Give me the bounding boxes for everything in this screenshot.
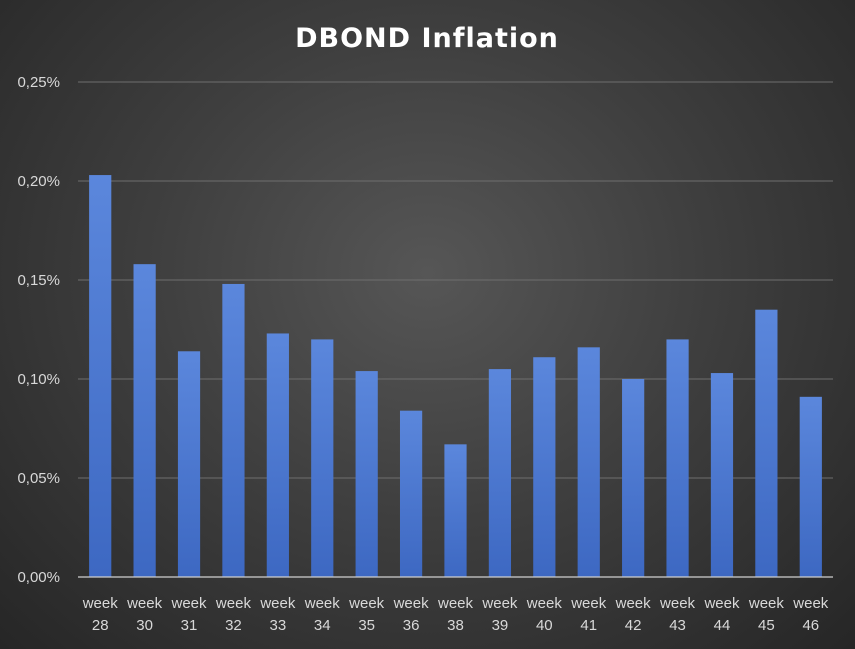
y-tick-label: 0,15% — [17, 272, 60, 289]
x-tick-label: week 44 — [703, 595, 740, 634]
y-tick-label: 0,10% — [17, 371, 60, 388]
x-tick-label: week 45 — [748, 595, 785, 634]
x-tick-label: week 28 — [82, 595, 119, 634]
chart-title: DBOND Inflation — [295, 23, 559, 54]
x-tick-label: week 36 — [393, 595, 430, 634]
y-tick-label: 0,20% — [17, 173, 60, 190]
x-tick-label: week 46 — [792, 595, 829, 634]
x-tick-label: week 41 — [570, 595, 607, 634]
x-tick-label: week 42 — [615, 595, 652, 634]
x-tick-label: week 32 — [215, 595, 252, 634]
bar-week-35 — [355, 371, 378, 577]
x-tick-label: week 34 — [304, 595, 341, 634]
bars — [89, 175, 822, 577]
x-tick-label: week 33 — [259, 595, 296, 634]
y-tick-label: 0,05% — [17, 470, 60, 487]
y-axis-ticks: 0,00% 0,05% 0,10% 0,15% 0,20% 0,25% — [17, 74, 60, 586]
bar-week-33 — [266, 333, 289, 577]
bar-week-38 — [444, 444, 467, 577]
bar-week-36 — [399, 410, 423, 577]
bar-week-41 — [577, 347, 600, 577]
bar-week-34 — [311, 339, 334, 577]
y-tick-label: 0,00% — [17, 569, 60, 586]
x-tick-label: week 35 — [348, 595, 385, 634]
bar-week-28 — [89, 175, 112, 577]
bar-week-32 — [222, 283, 245, 577]
gridlines — [78, 81, 833, 479]
x-tick-label: week 30 — [126, 595, 163, 634]
bar-week-45 — [755, 309, 778, 577]
x-tick-label: week 38 — [437, 595, 474, 634]
bar-week-39 — [488, 369, 512, 577]
x-tick-label: week 43 — [659, 595, 696, 634]
x-tick-label: week 40 — [526, 595, 563, 634]
bar-week-44 — [710, 373, 734, 577]
x-tick-label: week 31 — [171, 595, 208, 634]
x-tick-label: week 39 — [481, 595, 518, 634]
bar-week-46 — [799, 396, 822, 577]
bar-week-42 — [622, 379, 645, 577]
y-tick-label: 0,25% — [17, 74, 60, 91]
bar-week-43 — [666, 339, 689, 577]
bar-week-30 — [133, 264, 156, 577]
bar-week-40 — [533, 357, 556, 577]
bar-week-31 — [177, 351, 201, 577]
